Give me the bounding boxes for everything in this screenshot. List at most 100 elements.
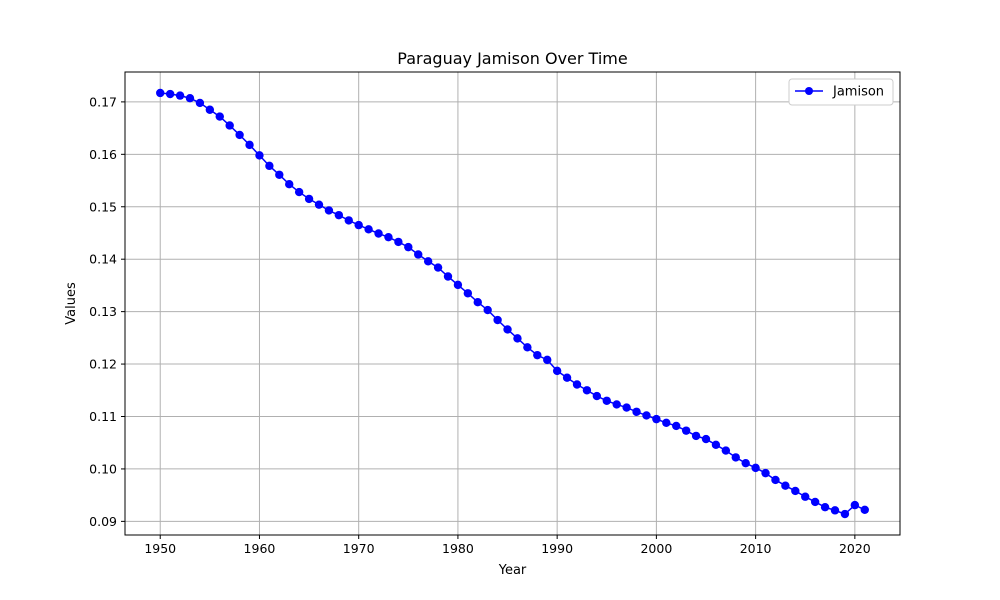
data-point [850, 500, 860, 510]
data-point [285, 180, 294, 189]
data-point [493, 315, 502, 325]
data-point [652, 414, 661, 424]
data-point [304, 194, 314, 204]
data-point [265, 161, 274, 171]
x-tick-label: 1950 [144, 541, 176, 556]
axis-ticks: 1950 1960 1970 1980 1990 2000 2010 2020 0.09 0.10… [89, 94, 871, 556]
data-point [483, 305, 492, 315]
data-point [394, 237, 403, 247]
data-point [781, 481, 790, 490]
x-tick-label: 2000 [640, 541, 672, 556]
data-point [245, 140, 254, 150]
y-tick-label: 0.13 [89, 304, 117, 319]
data-point [225, 121, 234, 130]
data-point [691, 431, 701, 441]
data-point [165, 89, 175, 99]
data-point [830, 506, 840, 515]
data-point [731, 453, 740, 462]
y-tick-label: 0.10 [89, 461, 117, 476]
y-tick-label: 0.12 [89, 357, 117, 372]
data-point [423, 257, 433, 266]
data-point [771, 475, 780, 485]
legend-label-jamison: Jamison [832, 85, 884, 100]
data-point [662, 418, 671, 427]
data-point [543, 355, 552, 365]
data-point [701, 434, 711, 444]
data-point [741, 458, 750, 468]
data-point [314, 200, 324, 209]
data-point [513, 334, 522, 343]
data-point [552, 366, 562, 376]
data-point [433, 263, 443, 272]
data-point [364, 225, 373, 234]
x-tick-label: 1970 [343, 541, 375, 556]
data-point [533, 350, 542, 360]
y-tick-label: 0.11 [89, 409, 117, 424]
data-point [820, 503, 830, 512]
data-point [572, 380, 582, 389]
plot-area-frame [124, 71, 901, 536]
data-point [681, 426, 691, 435]
series-jamison [156, 88, 869, 519]
data-point [344, 216, 353, 225]
grid [125, 72, 900, 535]
data-point [751, 463, 760, 473]
x-axis-label: Year [498, 563, 527, 578]
y-tick-label: 0.09 [89, 514, 117, 529]
data-point [463, 289, 473, 298]
data-point [672, 421, 681, 431]
data-point [622, 403, 631, 412]
data-point [374, 229, 383, 238]
data-point [721, 446, 731, 455]
data-point [860, 505, 869, 515]
data-point [503, 325, 512, 334]
chart-title: Paraguay Jamison Over Time [397, 49, 627, 68]
data-point [175, 91, 185, 100]
data-point [602, 396, 611, 405]
data-point [791, 486, 800, 496]
data-point [235, 130, 244, 140]
y-tick-label: 0.14 [89, 252, 117, 267]
data-point [801, 492, 810, 501]
data-point [632, 407, 641, 416]
data-point [384, 232, 393, 242]
data-point [294, 187, 304, 197]
y-axis-label: Values [64, 282, 79, 325]
data-point [523, 343, 532, 352]
data-point [195, 98, 205, 108]
data-point [324, 206, 334, 215]
data-point [612, 400, 621, 409]
data-point [582, 386, 592, 395]
data-point [761, 468, 770, 478]
x-tick-label: 2020 [839, 541, 871, 556]
y-tick-label: 0.17 [89, 94, 117, 109]
data-point [642, 411, 651, 420]
data-point [473, 297, 482, 307]
data-point [205, 105, 215, 114]
data-point [404, 242, 413, 252]
data-point [185, 94, 195, 103]
data-point [215, 112, 224, 121]
y-tick-label: 0.16 [89, 147, 117, 162]
x-tick-label: 2010 [740, 541, 772, 556]
legend-box [788, 78, 894, 106]
data-point [414, 250, 423, 259]
x-tick-label: 1980 [442, 541, 474, 556]
x-tick-label: 1960 [244, 541, 276, 556]
data-point [156, 88, 165, 98]
data-point [711, 440, 721, 450]
data-point [334, 210, 344, 220]
legend: Jamison [788, 78, 894, 106]
data-point [443, 272, 453, 281]
data-point [840, 509, 850, 519]
data-point [453, 280, 463, 290]
data-point [255, 151, 264, 160]
data-point [592, 391, 602, 401]
data-point [354, 220, 363, 230]
legend-marker-swatch [805, 87, 813, 95]
data-point [562, 373, 572, 382]
x-tick-label: 1990 [541, 541, 573, 556]
data-point [275, 170, 284, 179]
data-point [810, 497, 820, 507]
